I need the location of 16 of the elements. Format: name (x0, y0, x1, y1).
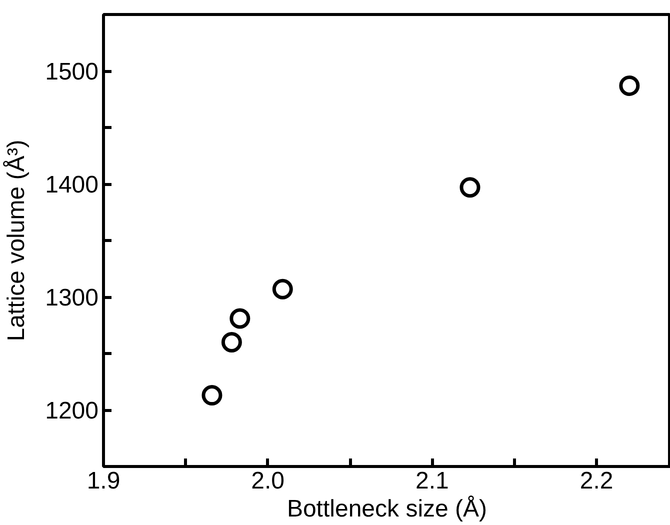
point (272, 278, 293, 300)
x-tick-label: 1.9 (86, 468, 120, 494)
y-axis-title: Lattice volume (Å³) (3, 140, 30, 342)
point (460, 177, 480, 198)
y-tick-label: 1500 (45, 58, 98, 86)
y-tick-label: 1400 (45, 172, 98, 198)
y-tick-label: 1300 (45, 284, 98, 312)
point (221, 332, 242, 352)
point (202, 385, 222, 406)
y-tick-label: 1200 (45, 398, 98, 424)
x-tick-label: 2.1 (416, 468, 449, 494)
x-axis-title: Bottleneck size (Å) (286, 496, 488, 522)
x-tick-label: 2.2 (580, 468, 614, 494)
point (230, 308, 250, 329)
point (619, 75, 640, 96)
x-tick-label: 2.0 (251, 468, 285, 494)
